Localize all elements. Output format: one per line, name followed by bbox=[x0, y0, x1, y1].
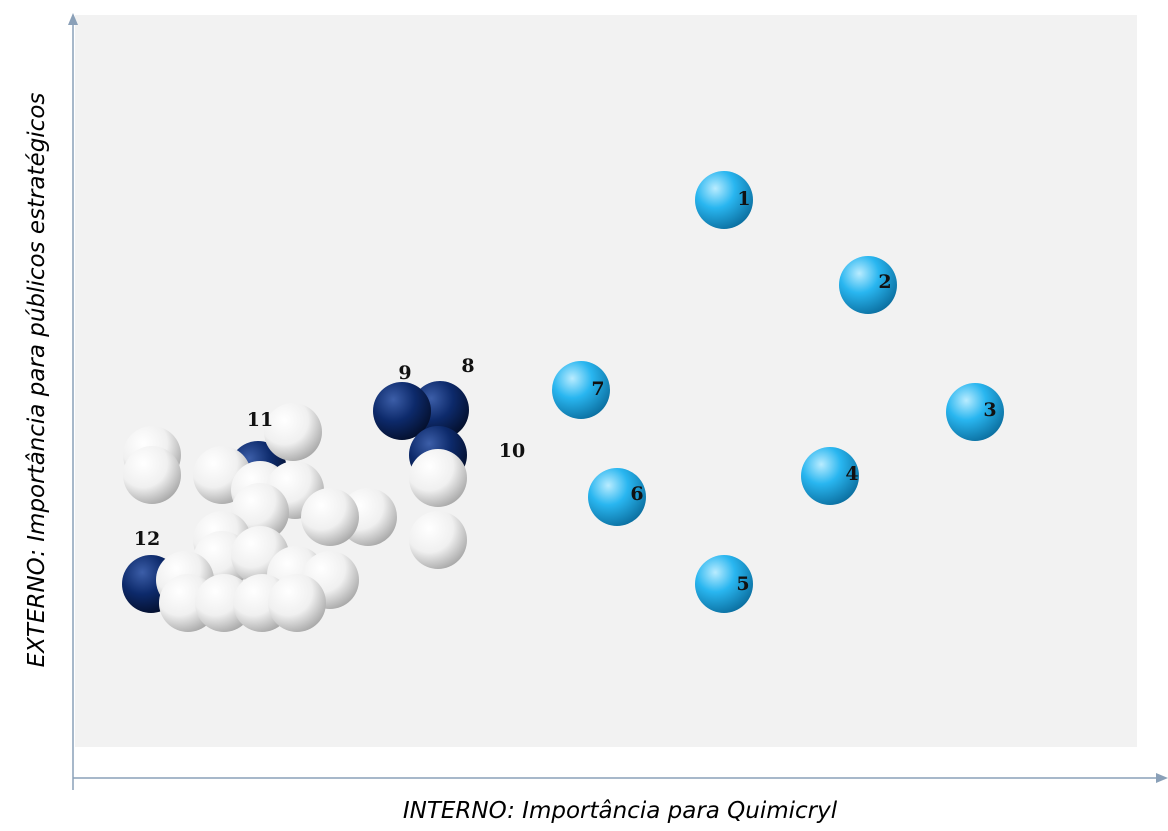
point-label: 1 bbox=[737, 188, 750, 210]
point-label: 12 bbox=[134, 528, 160, 550]
point-label: 9 bbox=[398, 362, 411, 384]
point-label: 7 bbox=[591, 378, 604, 400]
sphere-light bbox=[588, 468, 646, 526]
sphere-neutral bbox=[409, 511, 467, 569]
point-label: 4 bbox=[845, 463, 858, 485]
sphere-light bbox=[946, 383, 1004, 441]
point-label: 10 bbox=[499, 440, 525, 462]
x-axis-title: INTERNO: Importância para Quimicryl bbox=[403, 798, 838, 824]
point-label: 6 bbox=[630, 483, 643, 505]
sphere-light bbox=[695, 555, 753, 613]
sphere-dark bbox=[373, 382, 431, 440]
sphere-neutral bbox=[268, 574, 326, 632]
point-label: 8 bbox=[461, 355, 474, 377]
sphere-neutral bbox=[301, 488, 359, 546]
point-label: 5 bbox=[736, 573, 749, 595]
point-label: 3 bbox=[983, 399, 996, 421]
y-axis-title: EXTERNO: Importância para públicos estra… bbox=[24, 93, 50, 668]
point-label: 11 bbox=[247, 409, 273, 431]
sphere-neutral bbox=[123, 446, 181, 504]
sphere-light bbox=[801, 447, 859, 505]
y-axis-arrow bbox=[68, 13, 78, 25]
sphere-light bbox=[839, 256, 897, 314]
sphere-light bbox=[552, 361, 610, 419]
sphere-light bbox=[695, 171, 753, 229]
point-label: 2 bbox=[878, 271, 891, 293]
sphere-neutral bbox=[264, 403, 322, 461]
sphere-neutral bbox=[409, 449, 467, 507]
x-axis-arrow bbox=[1156, 773, 1168, 783]
